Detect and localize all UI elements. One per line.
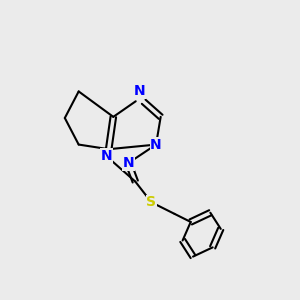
Text: N: N — [100, 149, 112, 163]
Text: N: N — [134, 84, 146, 98]
Text: N: N — [150, 138, 162, 152]
Text: N: N — [122, 156, 134, 170]
Text: S: S — [146, 195, 156, 209]
